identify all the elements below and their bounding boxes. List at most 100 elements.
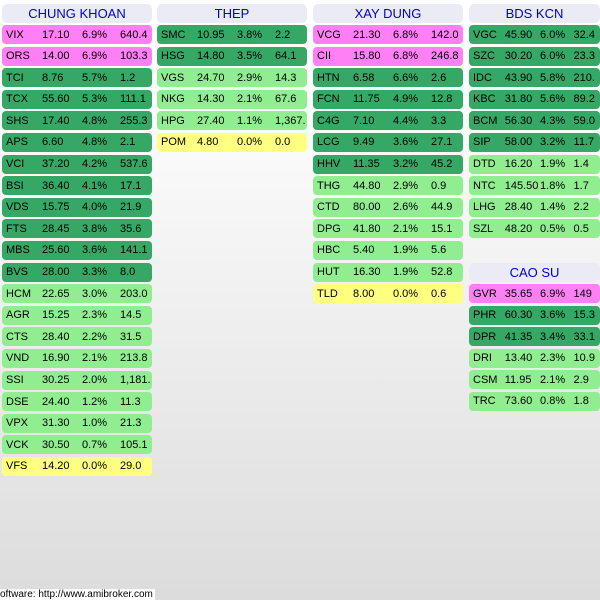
stock-volume: 64.1 xyxy=(275,50,297,63)
stock-symbol: IDC xyxy=(473,71,492,84)
stock-row: GVR 35.65 6.9% 149 xyxy=(469,284,600,303)
stock-change-percent: 4.9% xyxy=(393,93,419,106)
stock-change-percent: 0.0% xyxy=(237,136,263,149)
stock-change-percent: 2.0% xyxy=(82,374,108,386)
stock-price: 31.80 xyxy=(504,93,533,106)
stock-change-percent: 6.0% xyxy=(540,28,566,41)
sector-rows: VIX 17.10 6.9% 640.4 ORS 14.00 6.9% 103.3 TCI 8.7… xyxy=(2,25,152,476)
stock-price: 15.75 xyxy=(42,201,70,214)
stock-volume: 1,181.7 xyxy=(120,374,150,386)
stock-volume: 1.8 xyxy=(573,395,589,408)
stock-price: 14.20 xyxy=(42,460,70,473)
stock-price: 17.40 xyxy=(42,114,70,127)
stock-symbol: HUT xyxy=(317,266,340,279)
stock-symbol: C4G xyxy=(317,114,340,127)
stock-change-percent: 4.2% xyxy=(82,158,108,171)
sector-rows: GVR 35.65 6.9% 149 PHR 60.30 3.6% 15.3 DPR 41.35 3… xyxy=(469,284,600,411)
stock-volume: 59.0 xyxy=(573,114,595,127)
stock-symbol: HSG xyxy=(161,50,185,63)
stock-price: 36.40 xyxy=(42,179,70,192)
stock-price: 14.80 xyxy=(197,50,225,63)
stock-price: 28.40 xyxy=(42,330,70,343)
stock-volume: 255.3 xyxy=(120,114,148,127)
stock-row: BVS 28.00 3.3% 8.0 xyxy=(2,262,152,282)
stock-volume: 27.1 xyxy=(431,136,453,149)
stock-row: HPG 27.40 1.1% 1,367.6 xyxy=(157,111,307,131)
stock-change-percent: 4.0% xyxy=(82,201,108,214)
stock-change-percent: 3.3% xyxy=(82,266,108,279)
stock-symbol: AGR xyxy=(6,309,30,322)
stock-price: 30.50 xyxy=(42,438,70,451)
stock-symbol: ORS xyxy=(6,50,30,63)
stock-row: NTC 145.50 1.8% 1.7 xyxy=(469,176,600,196)
stock-change-percent: 5.3% xyxy=(82,93,108,106)
stock-row: MBS 25.60 3.6% 141.1 xyxy=(2,240,152,260)
stock-row: CTD 80.00 2.6% 44.9 xyxy=(313,197,463,217)
stock-row: POM 4.80 0.0% 0.0 xyxy=(157,132,307,152)
stock-symbol: HHV xyxy=(317,158,341,171)
stock-price: 6.60 xyxy=(42,136,64,149)
sector-panel-xay-dung: XAY DUNG VCG 21.30 6.8% 142.0 CII 15.80 6.8% 24… xyxy=(313,4,463,306)
stock-volume: 142.0 xyxy=(431,28,459,41)
stock-price: 9.49 xyxy=(353,136,375,149)
stock-row: PHR 60.30 3.6% 15.3 xyxy=(469,305,600,325)
stock-volume: 32.4 xyxy=(573,28,595,41)
stock-symbol: HPG xyxy=(161,114,185,127)
stock-change-percent: 3.8% xyxy=(82,222,108,235)
stock-symbol: VFS xyxy=(6,460,28,473)
stock-change-percent: 6.6% xyxy=(393,71,419,84)
stock-symbol: FCN xyxy=(317,93,340,106)
stock-symbol: CSM xyxy=(473,373,498,386)
stock-volume: 2.6 xyxy=(431,71,447,84)
stock-volume: 35.6 xyxy=(120,222,142,235)
stock-volume: 45.2 xyxy=(431,158,453,171)
stock-change-percent: 2.3% xyxy=(540,352,566,365)
stock-price: 16.90 xyxy=(42,352,70,365)
stock-symbol: SHS xyxy=(6,114,29,127)
stock-change-percent: 2.9% xyxy=(393,179,419,192)
stock-price: 30.20 xyxy=(504,50,533,63)
stock-change-percent: 1.9% xyxy=(540,158,566,171)
stock-price: 28.00 xyxy=(42,266,70,279)
sector-title: XAY DUNG xyxy=(313,4,463,23)
stock-volume: 537.6 xyxy=(120,158,148,171)
stock-volume: 2.1 xyxy=(120,136,136,149)
stock-symbol: CTS xyxy=(6,330,28,343)
stock-volume: 1.7 xyxy=(573,179,589,192)
stock-change-percent: 1.0% xyxy=(82,417,108,430)
stock-row: SSI 30.25 2.0% 1,181.7 xyxy=(2,370,152,390)
stock-change-percent: 6.9% xyxy=(540,287,566,300)
stock-change-percent: 6.8% xyxy=(393,28,419,41)
stock-symbol: NTC xyxy=(473,179,496,192)
stock-price: 16.30 xyxy=(353,266,381,279)
stock-volume: 5.6 xyxy=(431,244,447,257)
stock-symbol: THG xyxy=(317,179,341,192)
stock-price: 48.20 xyxy=(504,222,533,235)
stock-volume: 2.2 xyxy=(573,201,589,214)
stock-volume: 103.3 xyxy=(120,50,148,63)
stock-price: 43.90 xyxy=(504,71,533,84)
stock-symbol: SSI xyxy=(6,374,24,386)
stock-volume: 44.9 xyxy=(431,201,453,214)
stock-row: VCI 37.20 4.2% 537.6 xyxy=(2,154,152,174)
stock-price: 4.80 xyxy=(197,136,219,149)
stock-row: HSG 14.80 3.5% 64.1 xyxy=(157,46,307,66)
stock-row: HTN 6.58 6.6% 2.6 xyxy=(313,68,463,88)
stock-price: 37.20 xyxy=(42,158,70,171)
stock-row: DSE 24.40 1.2% 11.3 xyxy=(2,392,152,412)
stock-volume: 21.9 xyxy=(120,201,142,214)
stock-symbol: HBC xyxy=(317,244,341,257)
stock-symbol: CTD xyxy=(317,201,340,214)
stock-change-percent: 5.6% xyxy=(540,93,566,106)
stock-change-percent: 2.2% xyxy=(82,330,108,343)
stock-change-percent: 0.0% xyxy=(393,287,419,300)
stock-price: 28.45 xyxy=(42,222,70,235)
stock-price: 25.60 xyxy=(42,244,70,257)
stock-symbol: POM xyxy=(161,136,187,149)
stock-row: TCI 8.76 5.7% 1.2 xyxy=(2,68,152,88)
stock-row: FCN 11.75 4.9% 12.8 xyxy=(313,89,463,109)
stock-price: 21.30 xyxy=(353,28,381,41)
stock-change-percent: 3.5% xyxy=(237,50,263,63)
stock-change-percent: 2.1% xyxy=(237,93,263,106)
stock-price: 11.95 xyxy=(504,373,532,386)
